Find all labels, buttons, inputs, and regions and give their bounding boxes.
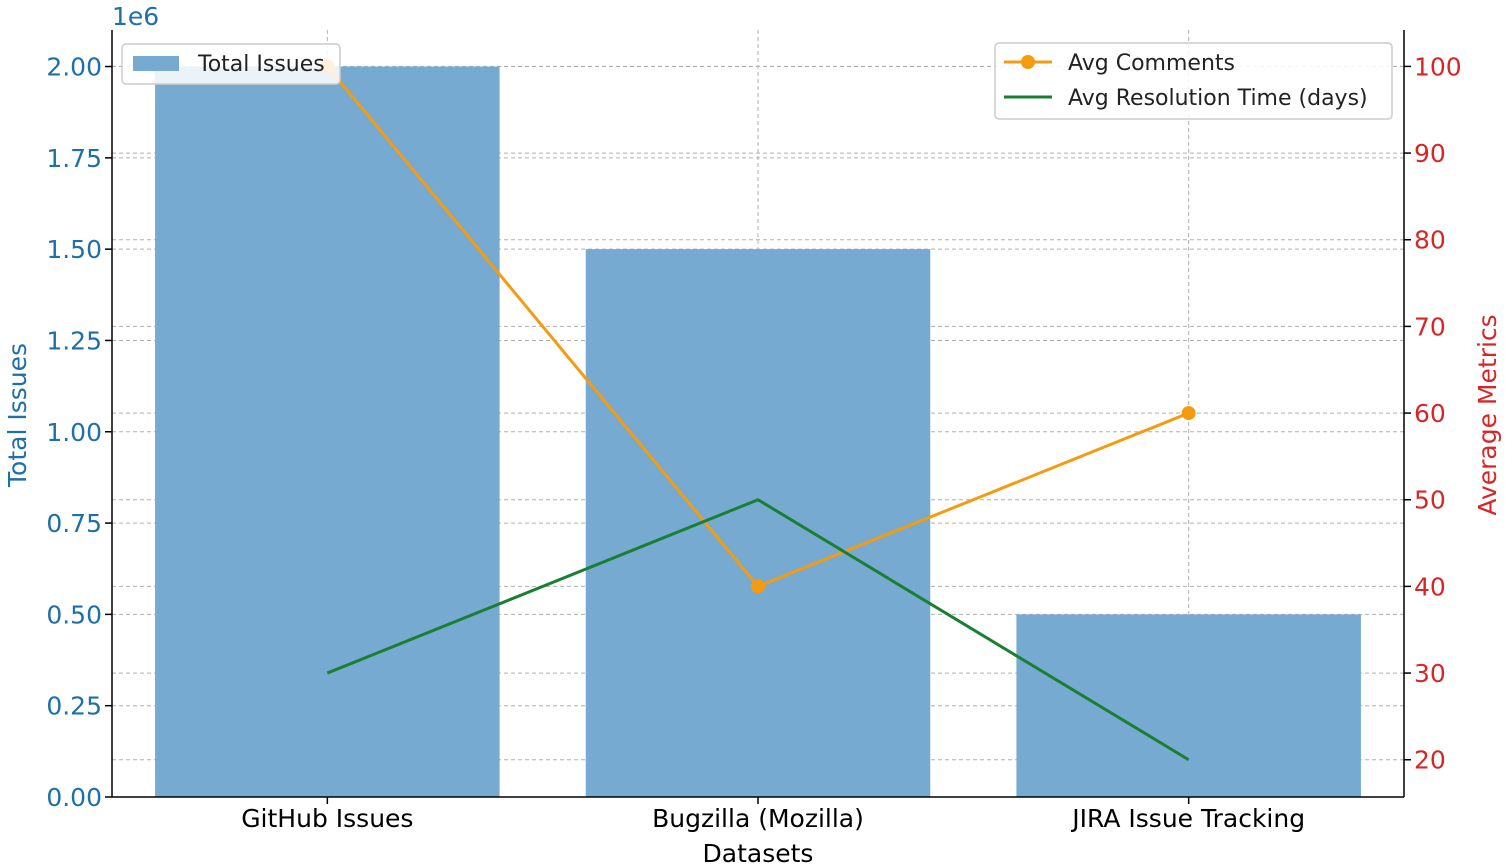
right-tick-label-40: 40 bbox=[1414, 572, 1446, 601]
left-axis-label: Total Issues bbox=[3, 343, 32, 488]
left-tick-label-1.25: 1.25 bbox=[46, 326, 102, 355]
series-line-1 bbox=[326, 498, 1190, 762]
left-axis-offset-text: 1e6 bbox=[112, 2, 159, 31]
right-tick-label-70: 70 bbox=[1414, 312, 1446, 341]
legend-lines: Avg Comments Avg Resolution Time (days) bbox=[994, 42, 1393, 120]
line-series bbox=[320, 59, 1196, 762]
x-tick-label-0: GitHub Issues bbox=[241, 804, 413, 833]
series-0-point-1 bbox=[751, 579, 765, 594]
left-tick-label-0.50: 0.50 bbox=[46, 600, 102, 629]
right-tick-label-50: 50 bbox=[1414, 486, 1446, 515]
left-tick-label-1.50: 1.50 bbox=[46, 235, 102, 264]
bar-series-total-issues bbox=[155, 66, 1361, 798]
legend-bar-label: Total Issues bbox=[197, 52, 325, 77]
legend-avg-comments-label: Avg Comments bbox=[1068, 51, 1235, 76]
bar-0 bbox=[155, 66, 500, 798]
legend-avg-comments-marker bbox=[1021, 55, 1035, 69]
bar-2 bbox=[1016, 614, 1361, 797]
x-tick-label-2: JIRA Issue Tracking bbox=[1070, 804, 1305, 833]
axes: 0.00 0.25 0.50 0.75 1.00 1.25 1.50 1.75 2.00 20 30… bbox=[46, 30, 1462, 833]
left-tick-label-0.75: 0.75 bbox=[46, 509, 102, 538]
left-tick-label-0.25: 0.25 bbox=[46, 692, 102, 721]
left-tick-label-2.00: 2.00 bbox=[46, 53, 102, 82]
left-tick-label-1.00: 1.00 bbox=[46, 418, 102, 447]
legend-lines-frame bbox=[994, 42, 1393, 120]
x-axis-label: Datasets bbox=[703, 839, 814, 867]
legend-bar-swatch bbox=[133, 56, 179, 71]
legend-avg-resolution-label: Avg Resolution Time (days) bbox=[1068, 86, 1368, 111]
left-tick-label-0.00: 0.00 bbox=[46, 783, 102, 812]
x-tick-label-1: Bugzilla (Mozilla) bbox=[652, 804, 864, 833]
bar-1 bbox=[585, 249, 931, 798]
right-tick-label-90: 90 bbox=[1414, 139, 1446, 168]
right-tick-label-100: 100 bbox=[1414, 52, 1462, 81]
right-axis-label: Average Metrics bbox=[1473, 314, 1502, 515]
right-tick-label-80: 80 bbox=[1414, 226, 1446, 255]
right-tick-label-20: 20 bbox=[1414, 746, 1446, 775]
series-0-point-2 bbox=[1181, 406, 1196, 421]
legend-bar-frame bbox=[121, 43, 341, 85]
right-tick-label-60: 60 bbox=[1414, 399, 1446, 428]
left-tick-label-1.75: 1.75 bbox=[46, 144, 102, 173]
legend-bar: Total Issues bbox=[121, 43, 341, 85]
right-tick-label-30: 30 bbox=[1414, 659, 1446, 688]
